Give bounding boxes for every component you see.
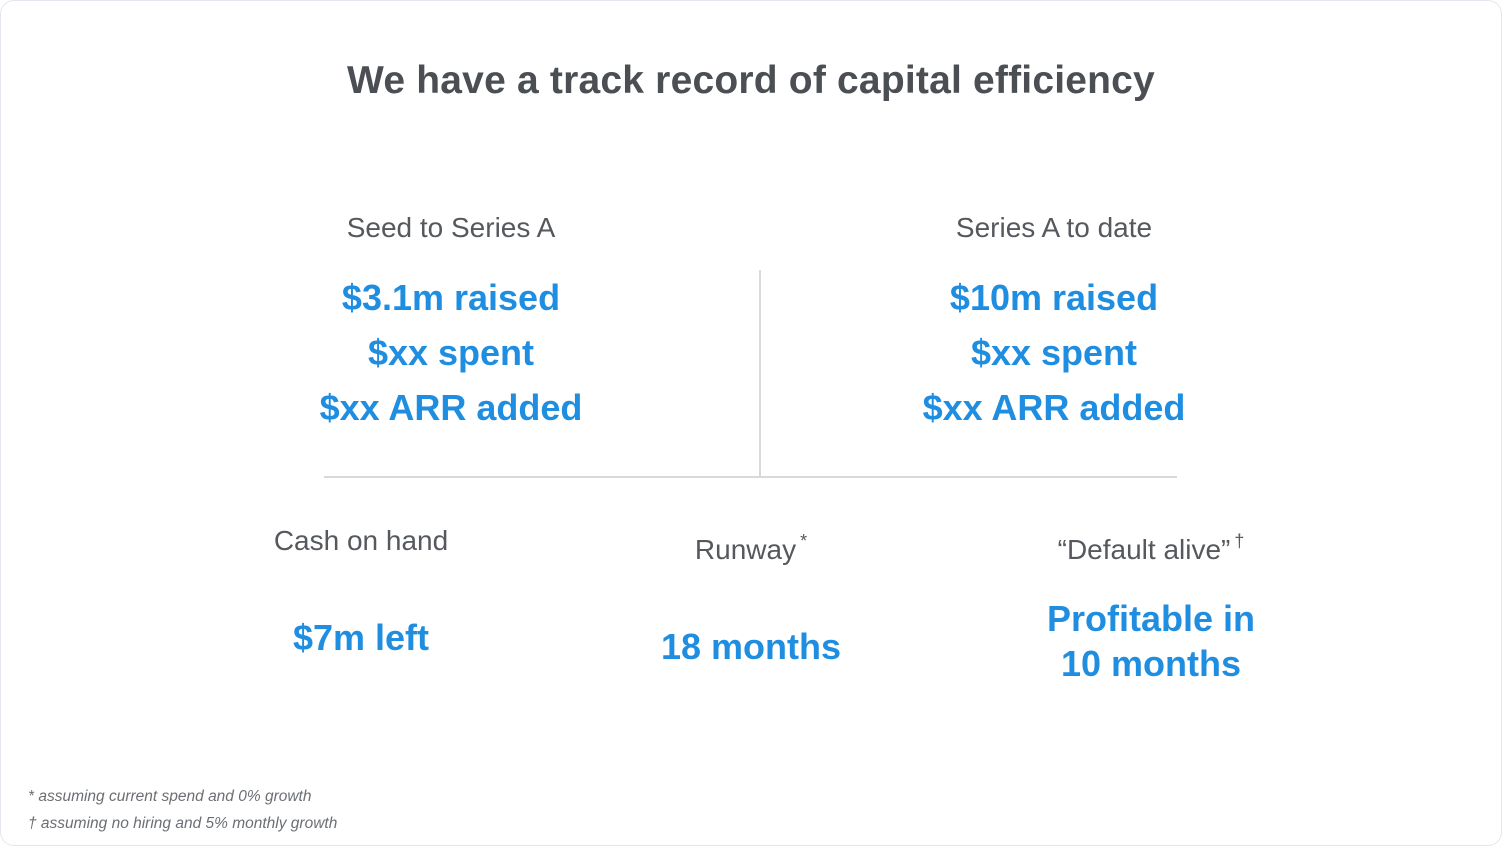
default-alive-label: “Default alive” (1057, 534, 1231, 565)
default-alive-value: Profitable in 10 months (1001, 596, 1301, 686)
runway-footnote: * assuming current spend and 0% growth (28, 788, 312, 805)
runway-column: Runway * 18 months (601, 524, 901, 674)
seed-to-series-a-column: Seed to Series A $3.1m raised $xx spent … (251, 211, 651, 435)
series-a-arr-added: $xx ARR added (922, 387, 1186, 428)
default-alive-value-line1: Profitable in (1046, 598, 1256, 639)
seed-raised: $3.1m raised (341, 277, 561, 318)
vertical-divider (759, 270, 761, 477)
slide-title: We have a track record of capital effici… (347, 59, 1155, 102)
default-alive-footnote-marker: † (1234, 531, 1245, 551)
cash-on-hand-value: $7m left (292, 617, 430, 658)
seed-to-series-a-label: Seed to Series A (346, 212, 556, 243)
runway-value: 18 months (660, 626, 842, 667)
footnotes: * assuming current spend and 0% growth †… (28, 783, 337, 837)
series-a-raised: $10m raised (949, 277, 1159, 318)
seed-spent: $xx spent (367, 332, 535, 373)
runway-label: Runway (694, 534, 797, 565)
cash-on-hand-column: Cash on hand $7m left (211, 524, 511, 665)
default-alive-column: “Default alive” † Profitable in 10 months (1001, 524, 1301, 686)
cash-on-hand-label: Cash on hand (273, 525, 449, 556)
series-a-to-date-label: Series A to date (955, 212, 1153, 243)
runway-footnote-marker: * (800, 531, 808, 551)
seed-to-series-a-metrics: $3.1m raised $xx spent $xx ARR added (251, 270, 651, 435)
seed-arr-added: $xx ARR added (319, 387, 583, 428)
default-alive-footnote: † assuming no hiring and 5% monthly grow… (28, 815, 338, 832)
horizontal-divider (324, 476, 1177, 478)
default-alive-value-line2: 10 months (1060, 643, 1242, 684)
series-a-spent: $xx spent (970, 332, 1138, 373)
series-a-to-date-metrics: $10m raised $xx spent $xx ARR added (854, 270, 1254, 435)
series-a-to-date-column: Series A to date $10m raised $xx spent $… (854, 211, 1254, 435)
runway-label-row: Runway * (601, 524, 901, 567)
default-alive-label-row: “Default alive” † (1001, 524, 1301, 567)
